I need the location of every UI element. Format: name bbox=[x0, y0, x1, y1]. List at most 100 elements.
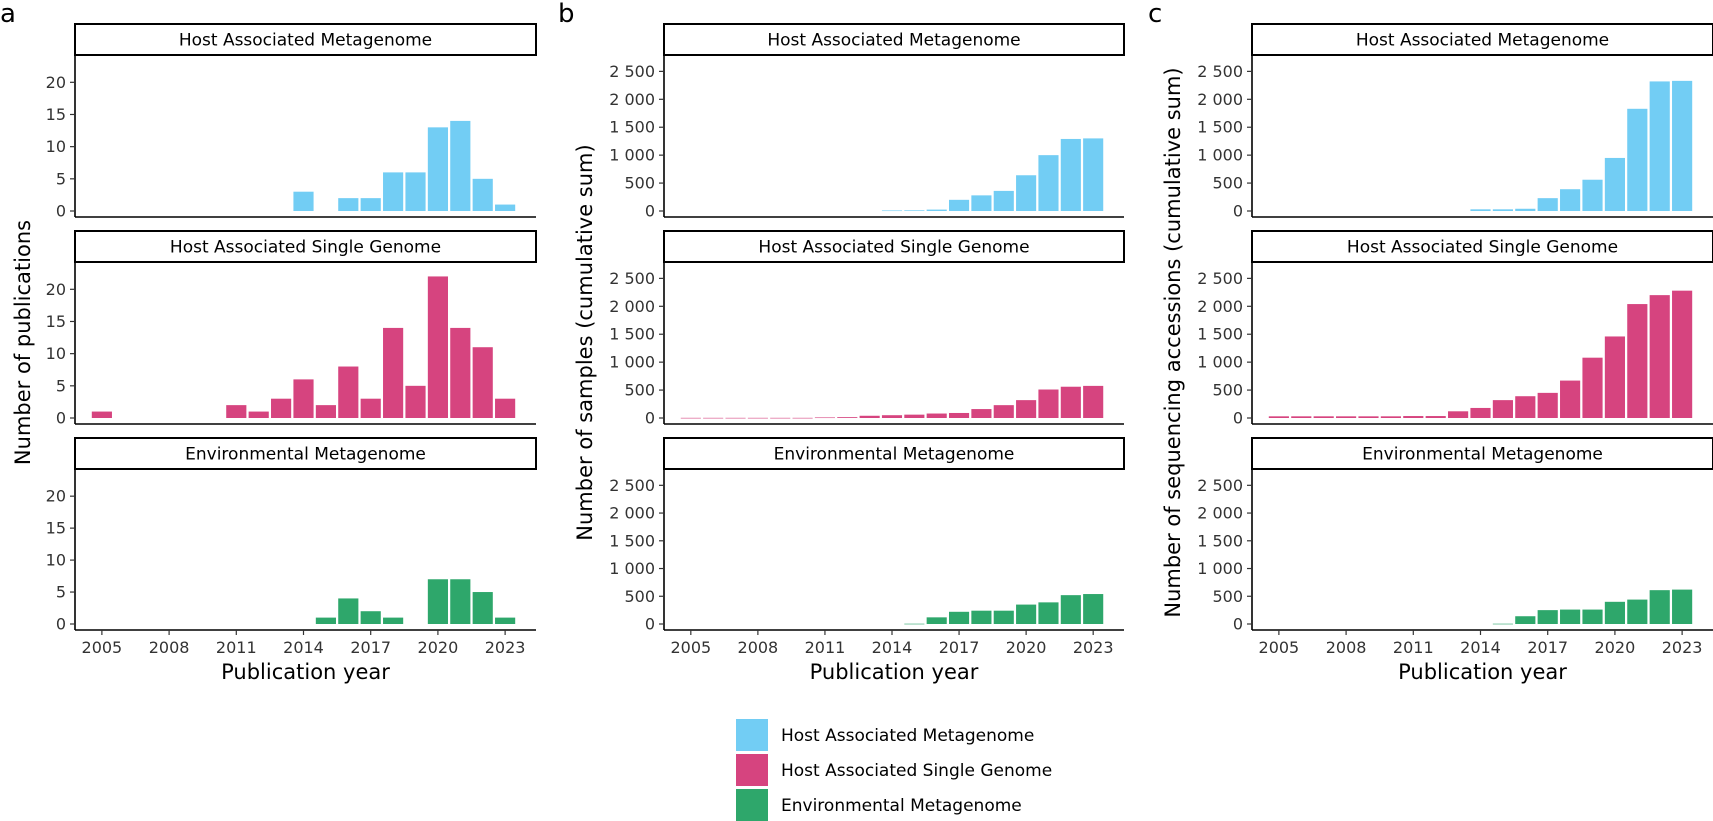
bar bbox=[993, 610, 1014, 624]
bar bbox=[472, 347, 493, 418]
bar bbox=[1291, 416, 1312, 418]
y-tick-label: 2 500 bbox=[609, 62, 655, 81]
bar bbox=[1016, 400, 1037, 418]
bar bbox=[1358, 416, 1379, 418]
y-tick-label: 2 500 bbox=[1197, 476, 1243, 495]
y-tick-label: 5 bbox=[56, 169, 66, 188]
bar bbox=[1268, 416, 1289, 418]
x-tick-label: 2017 bbox=[939, 638, 980, 657]
facet-host-associated-single-genome: Host Associated Single Genome 0 5 10 15 20 bbox=[46, 230, 537, 428]
bar bbox=[1604, 157, 1625, 211]
y-tick-label: 1 500 bbox=[609, 325, 655, 344]
facet-strip-label: Host Associated Single Genome bbox=[170, 238, 441, 258]
bar bbox=[1537, 392, 1558, 418]
bar bbox=[495, 617, 516, 624]
bar bbox=[427, 276, 448, 418]
x-tick-label: 2014 bbox=[1460, 638, 1501, 657]
bar bbox=[338, 366, 359, 418]
legend-label: Environmental Metagenome bbox=[781, 796, 1022, 816]
panel-letter: c bbox=[1148, 0, 1162, 29]
panel-c: c Host Associated Metagenome 0 500 1 000 1 50… bbox=[1148, 0, 1713, 684]
bar bbox=[1560, 609, 1581, 624]
bar bbox=[248, 411, 269, 418]
panel-b: b Host Associated Metagenome 0 500 1 000 1 50… bbox=[558, 0, 1125, 684]
bar bbox=[450, 120, 471, 211]
x-tick-label: 2023 bbox=[485, 638, 526, 657]
y-tick-label: 10 bbox=[46, 344, 66, 363]
bar bbox=[1083, 594, 1104, 624]
x-tick-label: 2008 bbox=[1326, 638, 1367, 657]
y-tick-label: 10 bbox=[46, 137, 66, 156]
x-tick-label: 2014 bbox=[283, 638, 324, 657]
bar bbox=[1627, 304, 1648, 418]
panel-letter: b bbox=[558, 0, 575, 29]
facet-strip bbox=[74, 437, 537, 470]
y-axis-title: Number of samples (cumulative sum) bbox=[573, 144, 597, 540]
bar bbox=[1016, 175, 1037, 211]
bar bbox=[1492, 209, 1513, 211]
bar bbox=[1672, 290, 1693, 418]
bar bbox=[450, 327, 471, 418]
bar bbox=[383, 172, 404, 211]
x-tick-label: 2023 bbox=[1662, 638, 1703, 657]
bar bbox=[971, 610, 992, 624]
y-tick-label: 2 000 bbox=[1197, 504, 1243, 523]
x-axis-title: Publication year bbox=[1398, 660, 1567, 684]
bar bbox=[427, 127, 448, 211]
x-tick-label: 2005 bbox=[670, 638, 711, 657]
y-tick-label: 0 bbox=[645, 615, 655, 634]
bar bbox=[926, 617, 947, 624]
y-tick-label: 500 bbox=[624, 174, 655, 193]
facet-environmental-metagenome: Environmental Metagenome 0 5 10 15 20 bbox=[46, 437, 537, 634]
y-tick-label: 2 500 bbox=[1197, 62, 1243, 81]
bar bbox=[472, 178, 493, 211]
bar bbox=[293, 191, 314, 211]
bar bbox=[1038, 389, 1059, 418]
bar bbox=[1060, 595, 1081, 624]
bar bbox=[315, 405, 336, 418]
legend-swatch bbox=[736, 789, 768, 821]
facet-environmental-metagenome: Environmental Metagenome 0 500 1 000 1 500 2 … bbox=[609, 437, 1125, 634]
bar bbox=[1083, 385, 1104, 418]
y-tick-label: 20 bbox=[46, 487, 66, 506]
legend-item: Environmental Metagenome bbox=[736, 789, 1022, 821]
x-tick-label: 2020 bbox=[1595, 638, 1636, 657]
bar bbox=[1515, 616, 1536, 624]
y-axis-title: Number of sequencing accessions (cumulat… bbox=[1161, 67, 1185, 617]
facet-host-associated-single-genome: Host Associated Single Genome 0 500 1 000 1 … bbox=[1197, 230, 1713, 428]
facet-environmental-metagenome: Environmental Metagenome 0 500 1 000 1 500 2 … bbox=[1197, 437, 1713, 634]
bar bbox=[495, 398, 516, 418]
bar bbox=[1582, 357, 1603, 418]
bar bbox=[904, 414, 925, 418]
bar bbox=[859, 415, 880, 418]
bar bbox=[1672, 589, 1693, 624]
bar bbox=[1560, 189, 1581, 211]
y-tick-label: 20 bbox=[46, 73, 66, 92]
x-tick-label: 2014 bbox=[872, 638, 913, 657]
facet-host-associated-metagenome: Host Associated Metagenome 0 5 10 15 20 bbox=[46, 23, 537, 221]
y-tick-label: 2 000 bbox=[1197, 297, 1243, 316]
bar bbox=[1470, 209, 1491, 211]
y-tick-label: 2 500 bbox=[609, 476, 655, 495]
y-tick-label: 0 bbox=[56, 409, 66, 428]
y-tick-label: 500 bbox=[1212, 381, 1243, 400]
bar bbox=[405, 172, 426, 211]
y-tick-label: 1 000 bbox=[1197, 353, 1243, 372]
bar bbox=[293, 379, 314, 418]
bar bbox=[1515, 396, 1536, 418]
y-tick-label: 0 bbox=[1233, 409, 1243, 428]
bar bbox=[1649, 590, 1670, 624]
bar bbox=[1627, 599, 1648, 624]
facet-strip bbox=[1251, 23, 1713, 56]
bar bbox=[1060, 386, 1081, 418]
y-tick-label: 5 bbox=[56, 376, 66, 395]
y-tick-label: 0 bbox=[1233, 202, 1243, 221]
x-tick-label: 2011 bbox=[805, 638, 846, 657]
bar bbox=[680, 417, 701, 419]
bar bbox=[993, 405, 1014, 418]
bar bbox=[1016, 604, 1037, 624]
facet-strip bbox=[74, 230, 537, 263]
bar bbox=[1537, 198, 1558, 211]
bar bbox=[1560, 380, 1581, 418]
